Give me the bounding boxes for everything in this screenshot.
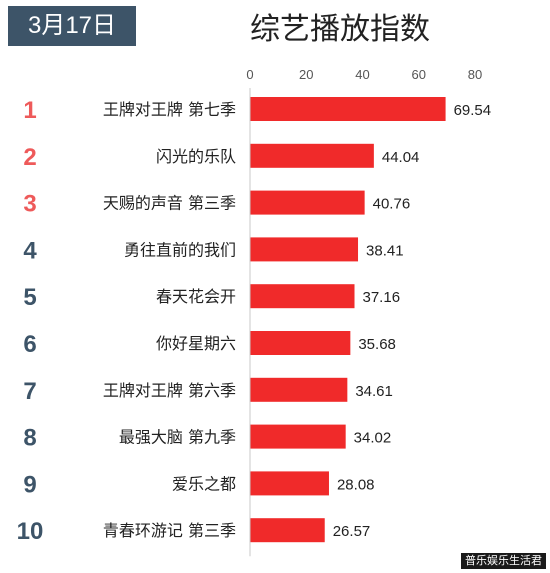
value-label: 26.57: [333, 523, 371, 540]
category-label: 春天花会开: [156, 287, 236, 306]
category-label: 你好星期六: [156, 334, 236, 353]
x-tick-label: 40: [355, 67, 369, 82]
bar: [250, 284, 355, 309]
rank-number: 8: [23, 425, 36, 452]
chart-title: 综艺播放指数: [250, 12, 430, 47]
value-label: 69.54: [454, 102, 492, 119]
x-tick-label: 20: [299, 67, 313, 82]
bar: [250, 471, 329, 496]
bar: [250, 190, 365, 215]
value-label: 34.61: [355, 383, 393, 400]
bar: [250, 377, 348, 402]
bar: [250, 97, 446, 121]
date-badge: 3月17日: [8, 6, 136, 46]
value-label: 35.68: [358, 336, 396, 353]
rank-number: 7: [23, 378, 36, 405]
x-tick-label: 0: [246, 67, 253, 82]
value-label: 37.16: [363, 289, 401, 306]
category-label: 天赐的声音 第三季: [103, 194, 236, 213]
bar: [250, 518, 325, 543]
category-label: 爱乐之都: [172, 474, 236, 493]
bar: [250, 143, 374, 168]
x-tick-label: 80: [468, 67, 482, 82]
value-label: 28.08: [337, 476, 375, 493]
bar: [250, 331, 351, 355]
bar: [250, 424, 346, 449]
category-label: 闪光的乐队: [156, 147, 236, 166]
value-label: 34.02: [354, 430, 392, 447]
rank-number: 10: [17, 518, 44, 545]
x-tick-label: 60: [412, 67, 426, 82]
bar: [250, 237, 359, 262]
rank-number: 9: [23, 471, 36, 498]
rank-number: 1: [23, 97, 36, 124]
watermark: 普乐娱乐生活君: [461, 553, 546, 569]
rank-number: 3: [23, 191, 36, 218]
category-label: 勇往直前的我们: [124, 240, 236, 259]
value-label: 40.76: [373, 196, 411, 213]
rank-number: 5: [23, 284, 36, 311]
value-label: 38.41: [366, 242, 404, 259]
rank-number: 4: [23, 237, 37, 264]
category-label: 王牌对王牌 第七季: [103, 100, 236, 119]
rank-number: 2: [23, 144, 36, 171]
category-label: 青春环游记 第三季: [103, 521, 236, 540]
value-label: 44.04: [382, 149, 420, 166]
category-label: 王牌对王牌 第六季: [103, 381, 236, 400]
category-label: 最强大脑 第九季: [119, 428, 236, 447]
rank-number: 6: [23, 331, 36, 358]
